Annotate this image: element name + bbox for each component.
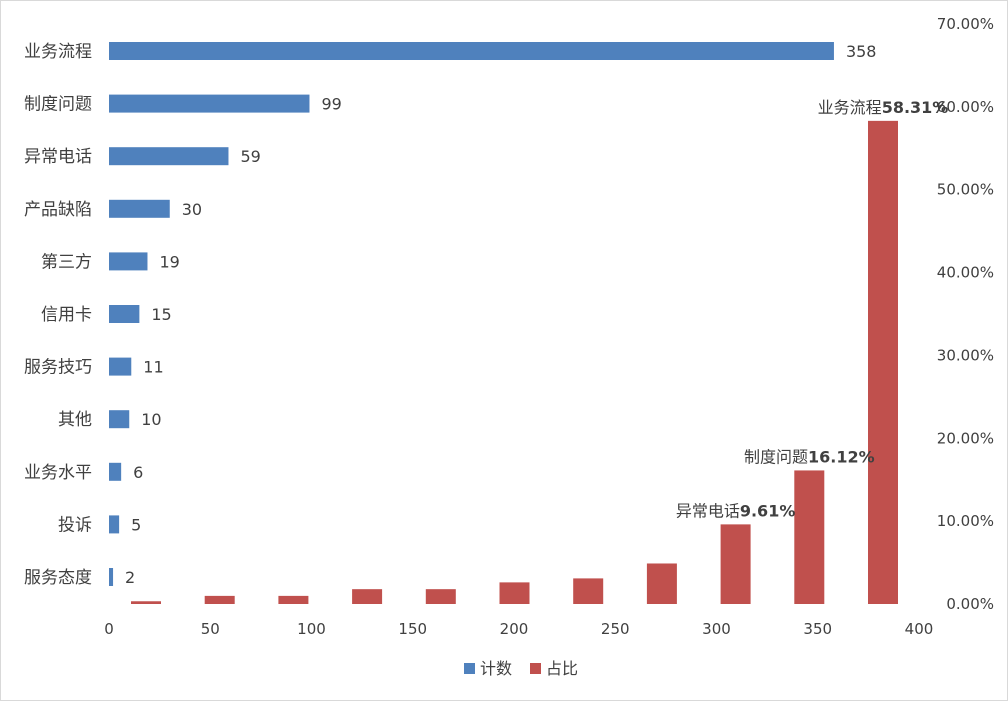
y2-tick-label: 70.00% xyxy=(937,15,994,33)
y2-tick-label: 20.00% xyxy=(937,429,994,447)
share-bar xyxy=(425,589,456,604)
x-tick-label: 50 xyxy=(201,620,220,638)
count-bar xyxy=(109,94,310,113)
share-bar xyxy=(868,120,898,605)
share-value-label: 业务流程58.31% xyxy=(818,98,949,117)
legend-label-count: 计数 xyxy=(480,659,512,678)
count-bar xyxy=(109,357,132,376)
count-bar xyxy=(109,305,140,323)
share-bar xyxy=(204,595,235,604)
category-label: 制度问题 xyxy=(24,95,92,115)
legend-swatch-share xyxy=(530,663,541,674)
count-value-label: 11 xyxy=(143,358,163,377)
category-label: 其他 xyxy=(58,410,92,430)
count-value-label: 59 xyxy=(240,147,260,166)
count-bar xyxy=(109,410,130,429)
count-bar xyxy=(109,515,120,534)
x-tick-label: 300 xyxy=(702,620,731,638)
category-label: 业务水平 xyxy=(24,463,92,483)
category-label: 第三方 xyxy=(41,252,92,272)
count-value-label: 6 xyxy=(133,463,143,482)
y2-tick-label: 60.00% xyxy=(937,98,994,116)
count-value-label: 19 xyxy=(159,252,179,271)
share-bar xyxy=(794,470,825,604)
count-bar xyxy=(109,568,114,586)
share-bar xyxy=(278,595,309,604)
share-bar xyxy=(352,589,383,604)
share-label-category: 异常电话 xyxy=(676,501,740,520)
category-label: 产品缺陷 xyxy=(24,200,92,220)
x-tick-label: 400 xyxy=(905,620,934,638)
x-tick-label: 200 xyxy=(500,620,529,638)
y2-tick-label: 50.00% xyxy=(937,181,994,199)
category-label: 投诉 xyxy=(58,515,92,535)
category-label: 信用卡 xyxy=(41,305,92,325)
count-bar xyxy=(109,147,229,166)
legend-label-share: 占比 xyxy=(546,659,578,678)
x-tick-label: 100 xyxy=(297,620,326,638)
count-bar xyxy=(109,199,170,218)
count-value-label: 30 xyxy=(182,200,202,219)
y2-tick-label: 10.00% xyxy=(937,512,994,530)
share-label-percent: 9.61% xyxy=(740,501,796,520)
share-value-label: 异常电话9.61% xyxy=(676,501,796,520)
share-bar xyxy=(131,601,161,604)
count-value-label: 10 xyxy=(141,410,161,429)
share-bar xyxy=(499,582,530,604)
count-value-label: 2 xyxy=(125,568,135,587)
count-value-label: 99 xyxy=(321,95,341,114)
share-label-percent: 58.31% xyxy=(882,98,949,117)
count-bar xyxy=(109,42,834,60)
count-value-label: 5 xyxy=(131,515,141,534)
share-bar xyxy=(573,578,604,604)
category-label: 服务态度 xyxy=(24,568,92,588)
legend-swatch-count xyxy=(464,663,475,674)
y2-tick-label: 0.00% xyxy=(946,595,994,613)
category-label: 业务流程 xyxy=(24,42,92,62)
share-bar xyxy=(646,563,677,604)
share-label-category: 业务流程 xyxy=(818,98,882,117)
share-label-category: 制度问题 xyxy=(744,447,808,466)
x-tick-label: 150 xyxy=(398,620,427,638)
category-label: 服务技巧 xyxy=(24,358,92,378)
share-label-percent: 16.12% xyxy=(808,447,875,466)
count-bar xyxy=(109,462,122,481)
y2-tick-label: 40.00% xyxy=(937,264,994,282)
count-value-label: 15 xyxy=(151,305,171,324)
share-bar xyxy=(720,524,751,604)
x-tick-label: 350 xyxy=(803,620,832,638)
count-value-label: 358 xyxy=(846,42,877,61)
category-label: 异常电话 xyxy=(24,147,92,167)
count-bar xyxy=(109,252,148,271)
x-tick-label: 0 xyxy=(104,620,114,638)
x-tick-label: 250 xyxy=(601,620,630,638)
y2-tick-label: 30.00% xyxy=(937,346,994,364)
share-value-label: 制度问题16.12% xyxy=(744,447,875,466)
